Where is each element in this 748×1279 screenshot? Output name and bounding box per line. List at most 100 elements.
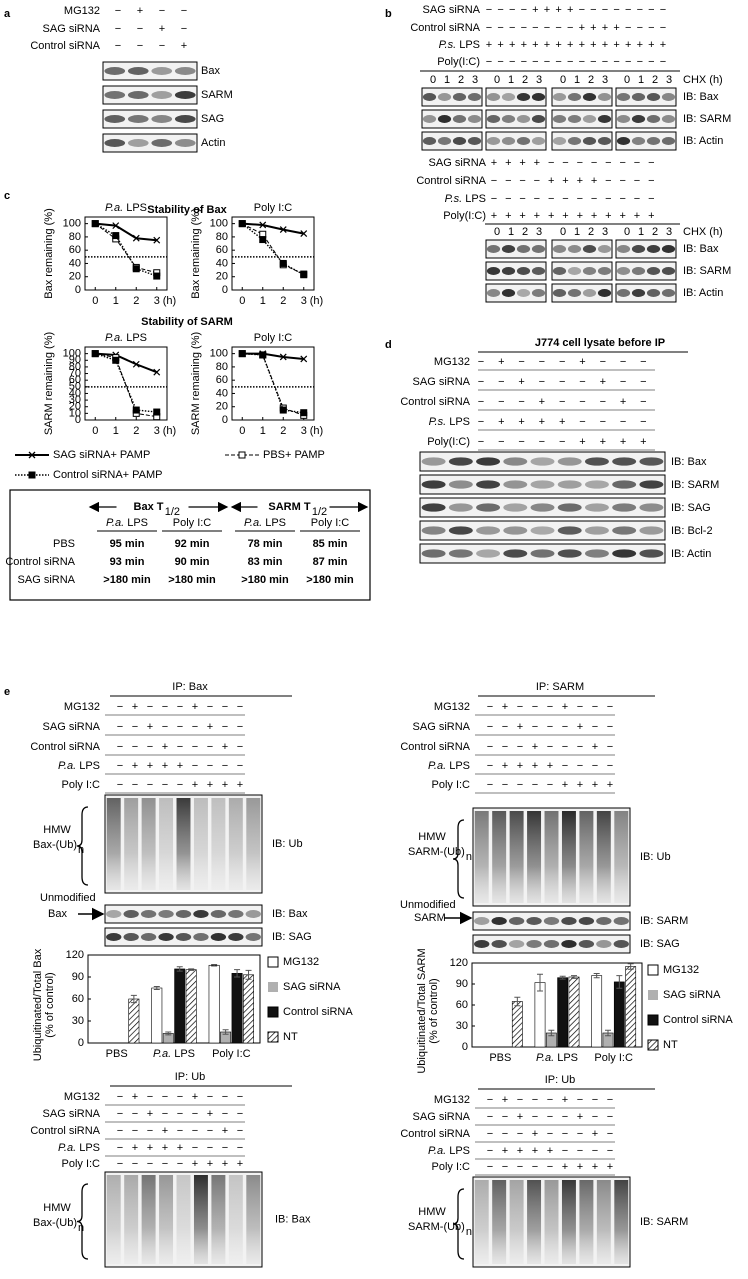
treatment-sign: −: [562, 193, 568, 205]
marker: [300, 355, 308, 363]
treatment-sign: +: [567, 4, 573, 16]
smear: [124, 798, 139, 890]
treatment-sign: −: [162, 721, 168, 733]
band: [151, 91, 173, 99]
band: [531, 289, 546, 297]
smear: [246, 798, 261, 890]
treatment-sign: −: [577, 741, 583, 753]
band: [421, 526, 446, 535]
y-tick-label: 100: [63, 218, 81, 230]
legend-label: MG132: [663, 964, 699, 976]
italic-part: P.a.: [428, 1145, 446, 1157]
treatment-sign: −: [532, 56, 538, 68]
treatment-sign: −: [487, 1145, 493, 1157]
band: [557, 526, 582, 535]
treatment-sign: −: [222, 721, 228, 733]
band: [552, 267, 567, 275]
italic-part: P.a.: [106, 517, 124, 529]
treatment-sign: −: [660, 22, 666, 34]
blot-label: IB: SAG: [671, 502, 711, 514]
series-line: [94, 223, 157, 277]
treatment-sign: −: [147, 1091, 153, 1103]
italic-part: P.a.: [105, 202, 123, 214]
treatment-label: SAG siRNA: [43, 721, 101, 733]
band: [503, 457, 528, 466]
treatment-sign: +: [577, 210, 583, 222]
blot-frame: [102, 85, 198, 105]
treatment-sign: −: [486, 56, 492, 68]
treatment-sign: −: [559, 356, 565, 368]
band: [530, 503, 555, 512]
treatment-sign: −: [544, 56, 550, 68]
treatment-sign: +: [502, 1094, 508, 1106]
band: [567, 93, 582, 101]
blot-frame: [551, 131, 613, 151]
treatment-sign: −: [502, 721, 508, 733]
blot: [472, 807, 631, 907]
band: [646, 267, 661, 275]
band: [452, 137, 467, 145]
band: [104, 115, 126, 123]
treatment-sign: −: [532, 721, 538, 733]
legend-label: PBS+ PAMP: [263, 449, 325, 461]
blot: [551, 239, 613, 259]
treatment-sign: +: [192, 1158, 198, 1170]
smear: [614, 1180, 629, 1264]
blot-frame: [102, 61, 198, 81]
y-tick-label: 80: [216, 361, 228, 373]
treatment-label: Poly(I:C): [443, 210, 486, 222]
treatment-sign: −: [478, 416, 484, 428]
band: [106, 933, 122, 941]
band: [476, 526, 501, 535]
band: [616, 289, 631, 297]
treatment-sign: +: [539, 416, 545, 428]
section-title: J774 cell lysate before IP: [535, 337, 665, 349]
band: [526, 917, 542, 925]
treatment-label: P.a. LPS: [428, 1145, 470, 1157]
treatment-sign: −: [547, 1161, 553, 1173]
band: [228, 910, 244, 918]
band: [597, 115, 612, 123]
treatment-sign: −: [192, 1142, 198, 1154]
treatment-sign: +: [579, 22, 585, 34]
section-title: IP: Ub: [175, 1071, 206, 1083]
treatment-label: P.a. LPS: [428, 760, 470, 772]
blot: [421, 87, 483, 107]
treatment-sign: −: [487, 1128, 493, 1140]
y-tick-label: 100: [210, 218, 228, 230]
treatment-sign: −: [579, 56, 585, 68]
band: [476, 549, 501, 558]
band: [616, 267, 631, 275]
y-tick-label: 0: [222, 414, 228, 426]
smear: [596, 811, 611, 903]
treatment-label: SAG siRNA: [43, 23, 101, 35]
blot: [615, 131, 677, 151]
band: [639, 526, 664, 535]
plot-frame: [84, 346, 168, 421]
time-label: 0: [494, 74, 500, 86]
x-tick-label: 0: [92, 295, 98, 307]
blot: [102, 109, 198, 129]
treatment-sign: −: [640, 376, 646, 388]
smear: [561, 1180, 576, 1264]
band: [557, 503, 582, 512]
y-tick-label: 100: [63, 348, 81, 360]
treatment-sign: +: [591, 210, 597, 222]
band: [516, 93, 531, 101]
treatment-sign: −: [562, 1128, 568, 1140]
time-label: 2: [458, 74, 464, 86]
smear: [492, 1180, 507, 1264]
treatment-sign: −: [132, 741, 138, 753]
treatment-sign: +: [555, 4, 561, 16]
text-part: LPS: [76, 760, 100, 772]
x-tick-label: 3: [154, 295, 160, 307]
treatment-sign: −: [620, 416, 626, 428]
band: [437, 137, 452, 145]
italic-part: P.a.: [58, 1142, 76, 1154]
treatment-sign: +: [544, 4, 550, 16]
x-tick-label: Poly I:C: [212, 1048, 251, 1060]
treatment-sign: +: [539, 396, 545, 408]
x-tick-label: P.a. LPS: [536, 1052, 578, 1064]
treatment-sign: −: [559, 436, 565, 448]
treatment-sign: +: [222, 779, 228, 791]
